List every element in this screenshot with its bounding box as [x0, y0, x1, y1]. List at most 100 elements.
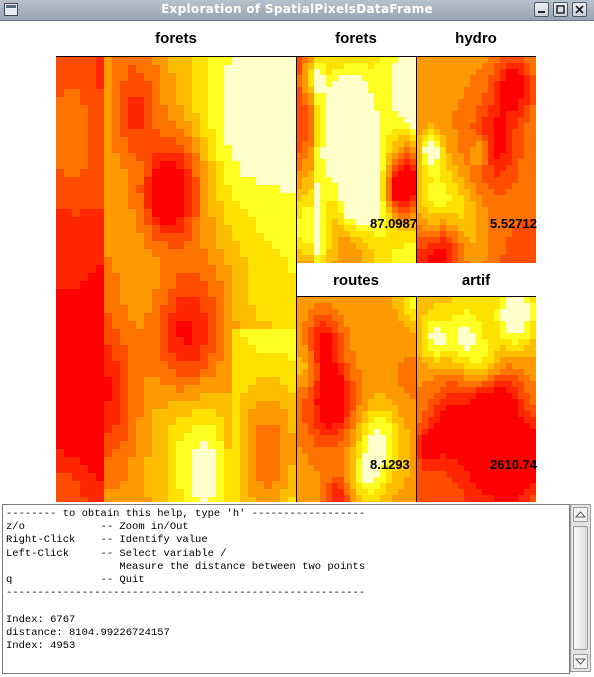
heatmap-cell — [500, 195, 507, 202]
window-icon[interactable] — [4, 3, 18, 16]
panel-title-hydro[interactable]: hydro — [416, 21, 536, 57]
heatmap-cell — [392, 375, 399, 382]
heatmap-cell — [256, 121, 265, 130]
heatmap-cell — [428, 213, 435, 220]
heatmap-cell — [314, 411, 321, 418]
heatmap-cell — [512, 213, 519, 220]
heatmap-cell — [386, 429, 393, 436]
heatmap-cell — [500, 171, 507, 178]
heatmap-cell — [440, 387, 447, 394]
map-forets[interactable] — [296, 57, 416, 263]
heatmap-cell — [120, 65, 129, 74]
heatmap-cell — [422, 69, 429, 76]
heatmap-cell — [296, 141, 303, 148]
heatmap-cell — [160, 153, 169, 162]
plot-area[interactable]: forets forets 87.0987 hydro 5.52712 rout… — [0, 21, 594, 502]
heatmap-cell — [368, 321, 375, 328]
map-artif[interactable] — [416, 297, 536, 502]
heatmap-cell — [374, 477, 381, 484]
map-routes[interactable] — [296, 297, 416, 502]
heatmap-cell — [494, 177, 501, 184]
heatmap-cell — [248, 185, 257, 194]
maximize-button[interactable] — [553, 2, 568, 17]
heatmap-cell — [386, 363, 393, 370]
heatmap-cell — [96, 401, 105, 410]
heatmap-cell — [368, 225, 375, 232]
scroll-thumb[interactable] — [573, 526, 588, 650]
heatmap-cell — [512, 243, 519, 250]
heatmap-cell — [500, 351, 507, 358]
heatmap-cell — [144, 273, 153, 282]
heatmap-cell — [326, 297, 333, 304]
heatmap-cell — [368, 69, 375, 76]
heatmap-cell — [208, 393, 217, 402]
heatmap-cell — [380, 411, 387, 418]
heatmap-cell — [434, 339, 441, 346]
heatmap-cell — [476, 261, 483, 263]
heatmap-cell — [398, 195, 405, 202]
heatmap-cell — [280, 121, 289, 130]
heatmap-cell — [428, 189, 435, 196]
heatmap-cell — [446, 417, 453, 424]
heatmap-cell — [404, 297, 411, 304]
heatmap-cell — [112, 201, 121, 210]
heatmap-cell — [168, 417, 177, 426]
heatmap-cell — [518, 57, 525, 64]
console-text[interactable]: -------- to obtain this help, type 'h' -… — [6, 508, 366, 653]
heatmap-cell — [232, 409, 241, 418]
heatmap-cell — [350, 411, 357, 418]
scroll-up-button[interactable] — [573, 507, 588, 522]
heatmap-cell — [344, 459, 351, 466]
heatmap-cell — [264, 457, 273, 466]
console-output[interactable]: -------- to obtain this help, type 'h' -… — [2, 504, 570, 674]
heatmap-cell — [470, 117, 477, 124]
heatmap-cell — [494, 327, 501, 334]
panel-title-forets-main[interactable]: forets — [56, 21, 296, 57]
heatmap-cell — [464, 177, 471, 184]
heatmap-cell — [386, 153, 393, 160]
map-hydro[interactable] — [416, 57, 536, 263]
heatmap-cell — [482, 453, 489, 460]
heatmap-cell — [404, 165, 411, 172]
map-forets-main[interactable] — [56, 57, 296, 502]
heatmap-cell — [482, 171, 489, 178]
heatmap-cell — [288, 305, 296, 314]
heatmap-cell — [464, 75, 471, 82]
heatmap-cell — [144, 153, 153, 162]
heatmap-cell — [208, 361, 217, 370]
close-button[interactable] — [572, 2, 587, 17]
heatmap-cell — [434, 117, 441, 124]
panel-title-routes[interactable]: routes — [296, 263, 416, 299]
heatmap-cell — [320, 153, 327, 160]
scroll-down-button[interactable] — [573, 654, 588, 669]
title-bar[interactable]: Exploration of SpatialPixelsDataFrame — [0, 0, 594, 21]
heatmap-cell — [386, 129, 393, 136]
heatmap-cell — [332, 303, 339, 310]
heatmap-cell — [104, 113, 113, 122]
heatmap-cell — [530, 261, 536, 263]
heatmap-cell — [256, 385, 265, 394]
panel-title-artif[interactable]: artif — [416, 263, 536, 299]
heatmap-cell — [530, 111, 536, 118]
minimize-button[interactable] — [534, 2, 549, 17]
heatmap-cell — [458, 501, 465, 502]
heatmap-cell — [368, 207, 375, 214]
heatmap-cell — [136, 329, 145, 338]
heatmap-cell — [326, 381, 333, 388]
heatmap-cell — [232, 241, 241, 250]
heatmap-cell — [494, 477, 501, 484]
heatmap-cell — [356, 189, 363, 196]
console-scrollbar[interactable] — [570, 504, 591, 672]
heatmap-cell — [518, 489, 525, 496]
heatmap-cell — [208, 321, 217, 330]
heatmap-cell — [176, 441, 185, 450]
heatmap-cell — [288, 177, 296, 186]
heatmap-cell — [128, 393, 137, 402]
heatmap-cell — [120, 481, 129, 490]
heatmap-cell — [320, 177, 327, 184]
heatmap-cell — [224, 409, 233, 418]
heatmap-cell — [506, 123, 513, 130]
heatmap-cell — [440, 105, 447, 112]
panel-title-forets[interactable]: forets — [296, 21, 416, 57]
heatmap-cell — [88, 385, 97, 394]
